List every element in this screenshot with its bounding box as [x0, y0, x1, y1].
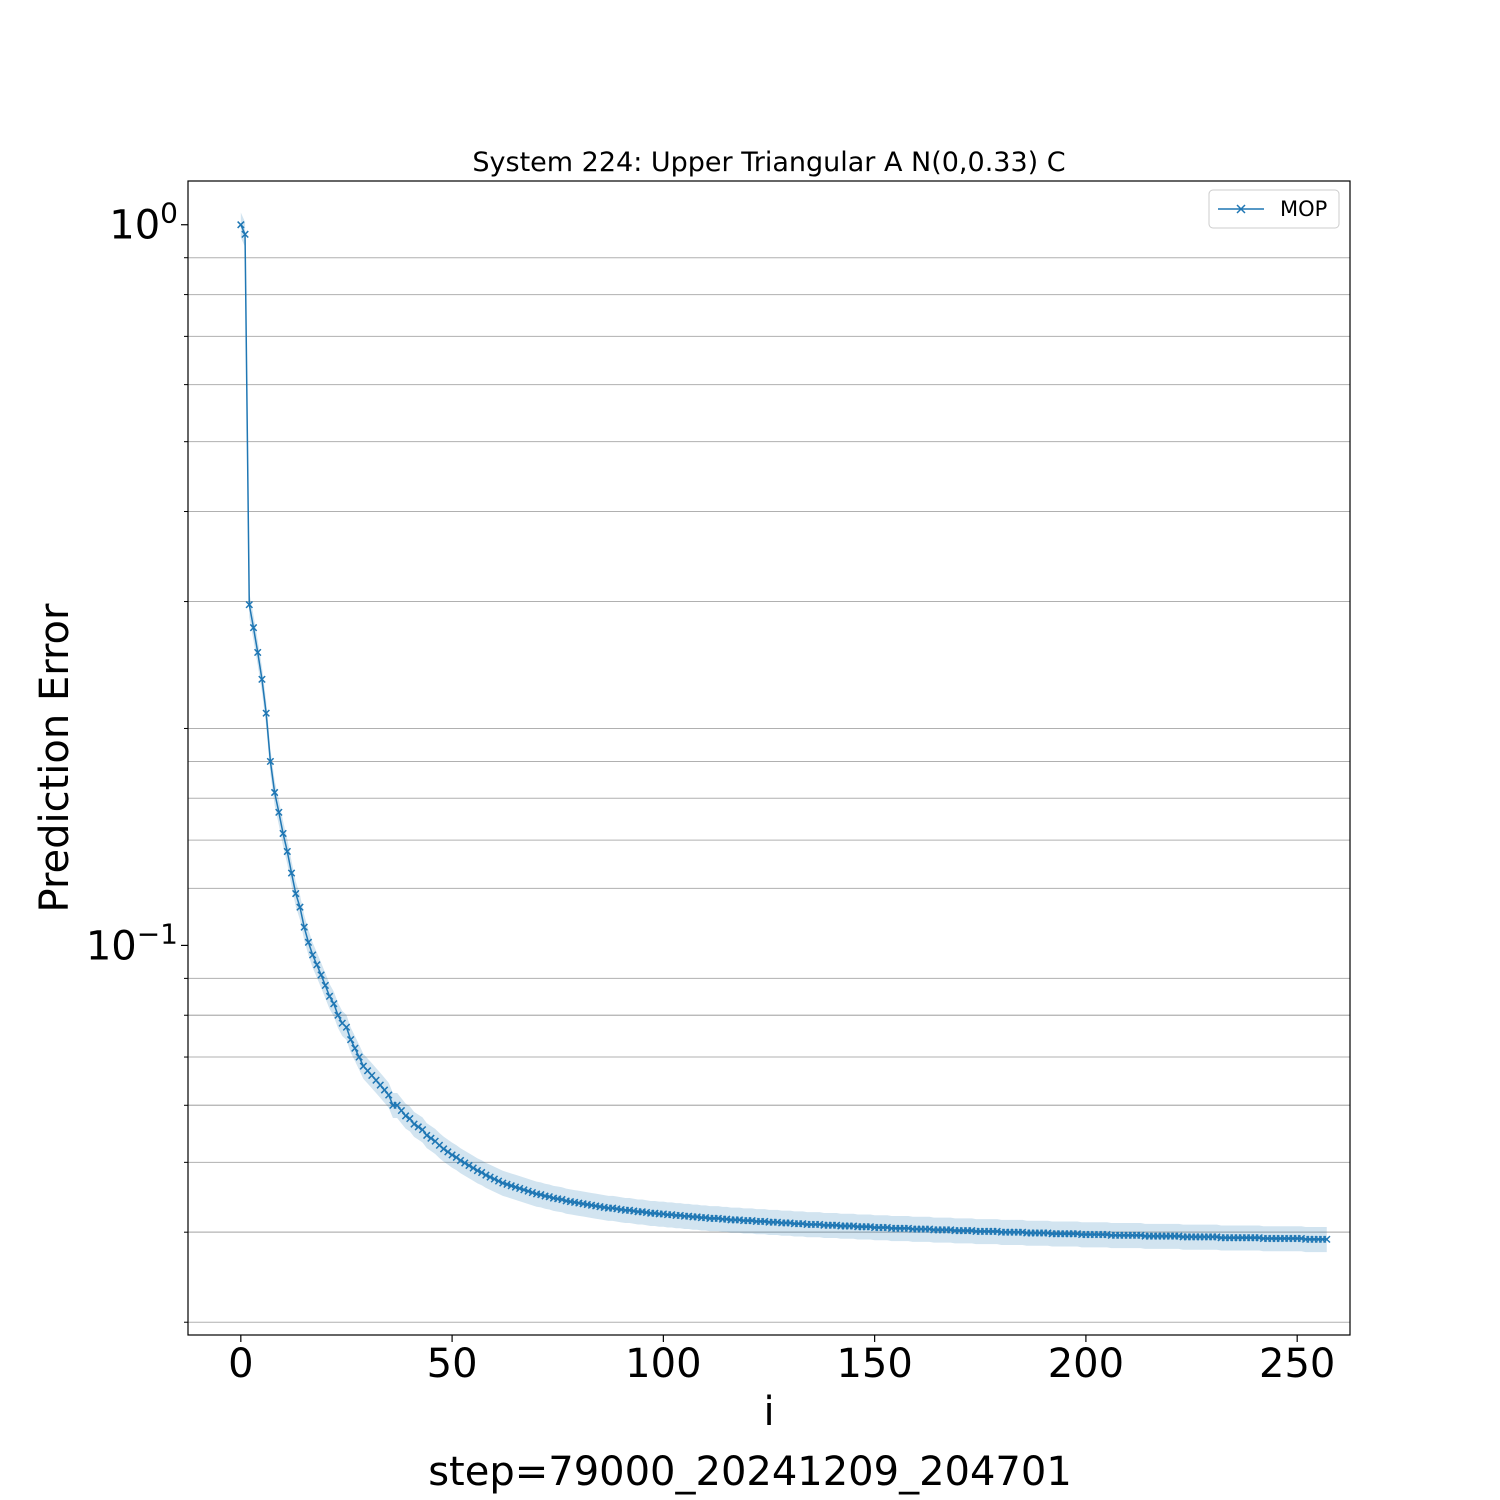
legend-label-mop: MOP [1280, 197, 1327, 221]
mop-data-point [528, 1188, 537, 1197]
mop-data-point [283, 847, 292, 856]
mop-data-point [397, 1106, 406, 1115]
plot-frame [187, 180, 1351, 1336]
mop-data-point [300, 923, 308, 931]
mop-data-point [237, 221, 245, 229]
mop-data-point [245, 600, 253, 609]
mop-data-point [266, 757, 275, 766]
mop-data-point [342, 1023, 351, 1031]
mop-data-point [482, 1171, 490, 1179]
mop-data-point [558, 1195, 566, 1204]
mop-data-point [330, 999, 338, 1008]
mop-data-point [414, 1123, 423, 1131]
mop-data-point [515, 1184, 524, 1193]
x-tick-label: 50 [427, 1341, 478, 1387]
x-axis-label: i [763, 1389, 774, 1435]
mop-data-point [499, 1179, 507, 1187]
mop-data-point [351, 1044, 359, 1052]
mop-data-point [384, 1091, 393, 1099]
mop-data-point [473, 1166, 482, 1175]
mop-data-point [270, 788, 279, 797]
mop-data-point [469, 1164, 477, 1172]
y-tick-label: 10−1 [86, 917, 178, 969]
mop-data-point [461, 1159, 469, 1167]
mop-data-point [275, 808, 283, 817]
mop-data-point [262, 709, 270, 717]
mop-data-point [465, 1161, 473, 1170]
mop-series-markers [237, 221, 1331, 1244]
mop-data-point [444, 1148, 452, 1156]
mop-data-point [304, 938, 313, 947]
mop-data-point [511, 1183, 520, 1191]
mop-data-point [503, 1180, 511, 1189]
mop-data-point [423, 1131, 431, 1140]
mop-data-point [410, 1120, 418, 1128]
mop-data-point [490, 1175, 499, 1183]
x-tick-label: 100 [625, 1341, 701, 1387]
x-tick-label: 150 [836, 1341, 912, 1387]
mop-data-point [287, 869, 296, 877]
y-axis-ticks: 100 10−1 [86, 197, 188, 1323]
mop-data-point [249, 623, 258, 632]
y-tick-label: 100 [109, 197, 178, 249]
mop-data-point [494, 1177, 503, 1185]
mop-data-point [524, 1187, 532, 1195]
legend-marker [1236, 204, 1246, 214]
x-tick-label: 250 [1259, 1341, 1335, 1387]
mop-data-point [452, 1153, 461, 1162]
legend: MOP [1208, 189, 1340, 229]
mop-data-point [418, 1125, 427, 1134]
y-axis-label: Prediction Error [32, 603, 78, 912]
mop-data-point [317, 971, 325, 979]
mop-data-point [448, 1151, 456, 1159]
mop-data-point [346, 1035, 355, 1044]
mop-data-point [253, 648, 262, 657]
mop-data-point [313, 961, 321, 969]
footer-label: step=79000_20241209_204701 [428, 1449, 1072, 1495]
mop-data-point [520, 1186, 528, 1194]
mop-data-point [401, 1112, 410, 1120]
mop-data-point [477, 1168, 486, 1177]
mop-data-point [241, 230, 249, 239]
mop-data-point [507, 1182, 515, 1190]
mop-data-point [334, 1011, 342, 1019]
chart-title: System 224: Upper Triangular A N(0,0.33)… [472, 147, 1065, 178]
mop-data-point [308, 951, 317, 959]
legend-box [1208, 189, 1340, 229]
mop-data-point [296, 903, 304, 911]
y-gridlines [188, 257, 1350, 1323]
mop-data-point [1323, 1235, 1331, 1244]
mop-data-point [258, 675, 266, 684]
mop-data-point [321, 981, 330, 990]
mop-data-point [456, 1156, 465, 1165]
mop-data-point [545, 1192, 554, 1201]
mop-data-point [439, 1145, 448, 1153]
mop-data-point [486, 1173, 494, 1181]
mop-data-point [537, 1190, 545, 1199]
mop-data-point [355, 1053, 363, 1061]
x-tick-label: 200 [1048, 1341, 1124, 1387]
mop-data-point [292, 889, 300, 898]
mop-data-point [325, 992, 334, 1001]
mop-data-point [279, 829, 287, 838]
mop-data-point [427, 1134, 435, 1142]
x-tick-label: 0 [228, 1341, 253, 1387]
mop-data-point [406, 1114, 414, 1123]
x-axis-ticks: 0 50 100 150 200 250 [228, 1335, 1335, 1387]
